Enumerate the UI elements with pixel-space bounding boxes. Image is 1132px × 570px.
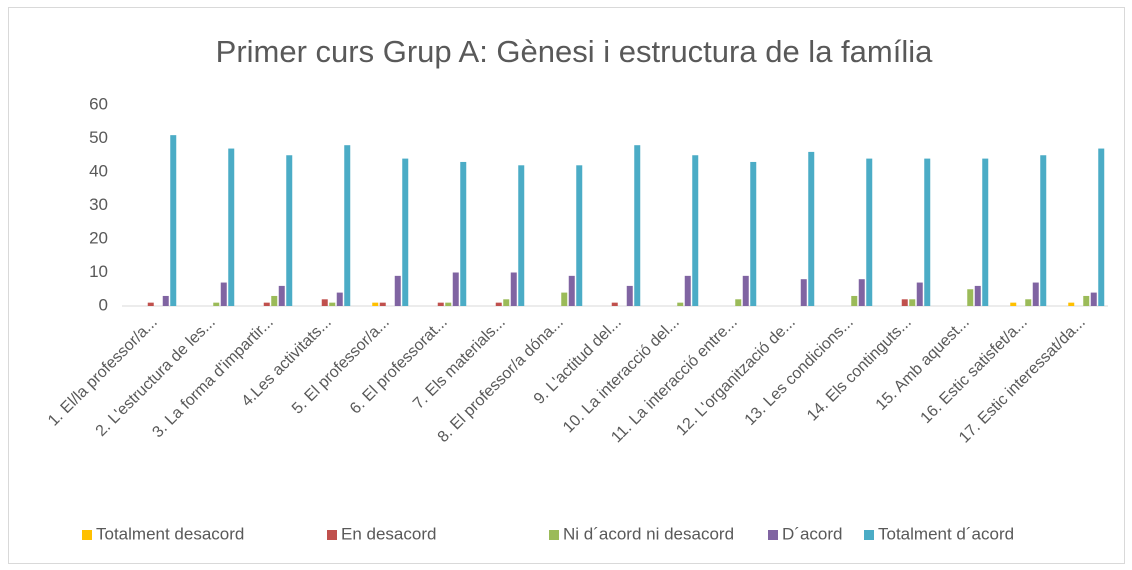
legend-label: Totalment d´acord bbox=[878, 524, 1014, 543]
bar bbox=[162, 295, 169, 306]
y-tick-label: 10 bbox=[89, 262, 108, 281]
bar bbox=[1068, 302, 1075, 306]
legend-label: Ni d´acord ni desacord bbox=[563, 524, 734, 543]
bar bbox=[452, 272, 459, 306]
bar bbox=[800, 279, 807, 306]
legend-label: Totalment desacord bbox=[96, 524, 244, 543]
chart-frame bbox=[8, 7, 1125, 564]
bar bbox=[561, 292, 568, 306]
bar bbox=[750, 161, 757, 306]
bar bbox=[220, 282, 227, 306]
bar bbox=[967, 289, 974, 306]
bar bbox=[677, 302, 684, 306]
bar bbox=[735, 299, 742, 306]
bar bbox=[394, 275, 401, 306]
bar bbox=[263, 302, 270, 306]
y-tick-label: 40 bbox=[89, 161, 108, 180]
bar bbox=[924, 158, 931, 306]
bar bbox=[495, 302, 502, 306]
bar bbox=[1025, 299, 1032, 306]
bar bbox=[692, 155, 699, 306]
y-tick-label: 50 bbox=[89, 128, 108, 147]
bar bbox=[909, 299, 916, 306]
bar bbox=[851, 295, 858, 306]
bar bbox=[286, 155, 293, 306]
bar bbox=[437, 302, 444, 306]
bar bbox=[278, 285, 285, 306]
legend-swatch bbox=[327, 530, 337, 540]
y-tick-label: 30 bbox=[89, 195, 108, 214]
y-tick-label: 60 bbox=[89, 94, 108, 113]
bar bbox=[503, 299, 510, 306]
bar bbox=[344, 145, 351, 306]
y-tick-label: 0 bbox=[99, 295, 108, 314]
bar bbox=[1090, 292, 1097, 306]
legend-swatch bbox=[864, 530, 874, 540]
bar bbox=[1010, 302, 1017, 306]
bar bbox=[684, 275, 691, 306]
legend-label: En desacord bbox=[341, 524, 436, 543]
bar bbox=[1032, 282, 1039, 306]
bar bbox=[445, 302, 452, 306]
legend-swatch bbox=[768, 530, 778, 540]
bar bbox=[402, 158, 409, 306]
legend-swatch bbox=[82, 530, 92, 540]
bar bbox=[329, 302, 336, 306]
bar bbox=[866, 158, 873, 306]
bar bbox=[568, 275, 575, 306]
bar bbox=[916, 282, 923, 306]
bar bbox=[1098, 148, 1105, 306]
bar bbox=[379, 302, 386, 306]
bar bbox=[901, 299, 908, 306]
bar bbox=[611, 302, 618, 306]
bar bbox=[974, 285, 981, 306]
legend-label: D´acord bbox=[782, 524, 842, 543]
bar bbox=[808, 151, 815, 306]
bar bbox=[336, 292, 343, 306]
bar bbox=[321, 299, 328, 306]
bar bbox=[742, 275, 749, 306]
bar bbox=[1083, 295, 1090, 306]
bar bbox=[626, 285, 633, 306]
bar bbox=[271, 295, 278, 306]
legend-swatch bbox=[549, 530, 559, 540]
chart-title: Primer curs Grup A: Gènesi i estructura … bbox=[216, 34, 933, 69]
bar bbox=[1040, 155, 1047, 306]
bar bbox=[576, 165, 583, 306]
bar bbox=[460, 161, 467, 306]
bar bbox=[982, 158, 989, 306]
bar bbox=[634, 145, 641, 306]
bar bbox=[858, 279, 865, 306]
bar bbox=[228, 148, 235, 306]
y-tick-label: 20 bbox=[89, 228, 108, 247]
bar bbox=[372, 302, 379, 306]
bar bbox=[213, 302, 220, 306]
bar bbox=[170, 135, 177, 306]
bar bbox=[510, 272, 517, 306]
bar bbox=[147, 302, 154, 306]
bar bbox=[518, 165, 525, 306]
